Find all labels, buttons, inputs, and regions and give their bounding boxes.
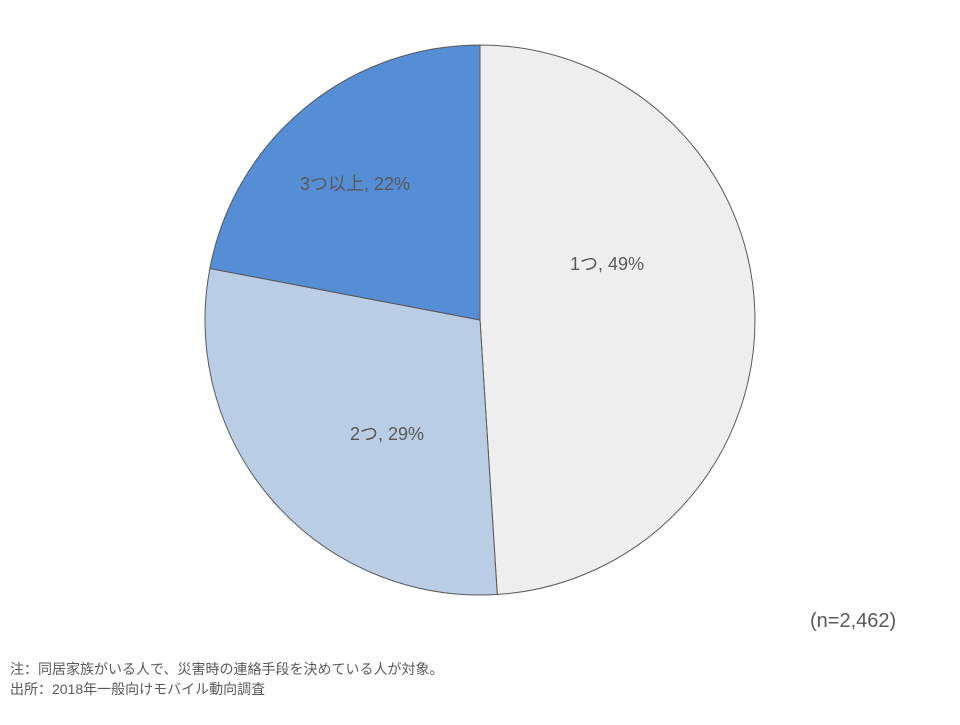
footnote-line-2: 出所：2018年一般向けモバイル動向調査 bbox=[10, 681, 265, 697]
slice-label-3: 3つ以上, 22% bbox=[300, 170, 410, 196]
sample-size-label: (n=2,462) bbox=[810, 610, 896, 633]
pie-slice bbox=[480, 45, 755, 594]
footnote-line-1: 注：同居家族がいる人で、災害時の連絡手段を決めている人が対象。 bbox=[10, 661, 443, 677]
pie-chart-container: 1つ, 49% 2つ, 29% 3つ以上, 22% (n=2,462) 注：同居… bbox=[0, 0, 960, 720]
footnote: 注：同居家族がいる人で、災害時の連絡手段を決めている人が対象。 出所：2018年… bbox=[10, 660, 443, 699]
slice-label-2: 2つ, 29% bbox=[350, 420, 424, 446]
slice-label-1: 1つ, 49% bbox=[570, 250, 644, 276]
